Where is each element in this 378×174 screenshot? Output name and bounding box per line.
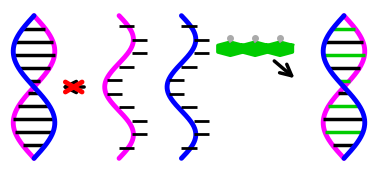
- Polygon shape: [268, 42, 293, 55]
- Polygon shape: [218, 42, 243, 55]
- Polygon shape: [243, 42, 268, 55]
